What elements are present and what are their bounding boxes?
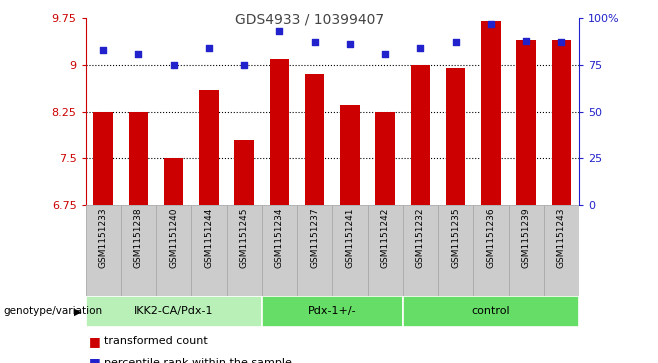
Point [98, 47, 109, 53]
Text: percentile rank within the sample: percentile rank within the sample [104, 358, 292, 363]
Point [486, 21, 496, 26]
Point [133, 51, 143, 57]
Text: GSM1151234: GSM1151234 [275, 208, 284, 268]
Bar [270, 59, 289, 205]
Text: genotype/variation: genotype/variation [3, 306, 103, 316]
Bar [544, 205, 579, 296]
Bar [305, 74, 324, 205]
Bar [86, 296, 262, 327]
Text: ■: ■ [89, 356, 101, 363]
Text: GSM1151244: GSM1151244 [205, 208, 213, 268]
Bar [340, 105, 360, 205]
Bar [551, 40, 571, 205]
Bar [509, 205, 544, 296]
Bar [164, 158, 184, 205]
Bar [403, 205, 438, 296]
Text: control: control [472, 306, 510, 316]
Text: GSM1151238: GSM1151238 [134, 208, 143, 269]
Point [274, 28, 285, 34]
Point [450, 40, 461, 45]
Text: GSM1151233: GSM1151233 [99, 208, 108, 269]
Bar [262, 205, 297, 296]
Bar [403, 296, 579, 327]
Bar [368, 205, 403, 296]
Text: GSM1151239: GSM1151239 [522, 208, 530, 269]
Bar [438, 205, 473, 296]
Bar [156, 205, 191, 296]
Bar [411, 65, 430, 205]
Point [345, 41, 355, 47]
Point [521, 38, 532, 44]
Bar [473, 205, 509, 296]
Text: GDS4933 / 10399407: GDS4933 / 10399407 [235, 13, 384, 27]
Text: transformed count: transformed count [104, 336, 208, 346]
Bar [226, 205, 262, 296]
Text: GSM1151245: GSM1151245 [240, 208, 249, 268]
Bar [481, 21, 501, 205]
Point [415, 45, 426, 51]
Text: GSM1151242: GSM1151242 [381, 208, 390, 268]
Bar [234, 140, 254, 205]
Text: Pdx-1+/-: Pdx-1+/- [308, 306, 357, 316]
Text: ■: ■ [89, 335, 101, 348]
Text: ▶: ▶ [74, 306, 81, 316]
Bar [332, 205, 368, 296]
Bar [93, 112, 113, 205]
Bar [517, 40, 536, 205]
Text: GSM1151236: GSM1151236 [486, 208, 495, 269]
Bar [191, 205, 226, 296]
Text: GSM1151243: GSM1151243 [557, 208, 566, 268]
Point [239, 62, 249, 68]
Bar [376, 112, 395, 205]
Text: GSM1151232: GSM1151232 [416, 208, 425, 268]
Point [556, 40, 567, 45]
Text: GSM1151237: GSM1151237 [310, 208, 319, 269]
Bar [297, 205, 332, 296]
Bar [129, 112, 148, 205]
Bar [262, 296, 403, 327]
Point [168, 62, 179, 68]
Text: IKK2-CA/Pdx-1: IKK2-CA/Pdx-1 [134, 306, 213, 316]
Point [203, 45, 214, 51]
Point [380, 51, 390, 57]
Text: GSM1151235: GSM1151235 [451, 208, 460, 269]
Point [309, 40, 320, 45]
Bar [446, 68, 465, 205]
Bar [86, 205, 121, 296]
Text: GSM1151241: GSM1151241 [345, 208, 355, 268]
Text: GSM1151240: GSM1151240 [169, 208, 178, 268]
Bar [199, 90, 218, 205]
Bar [121, 205, 156, 296]
